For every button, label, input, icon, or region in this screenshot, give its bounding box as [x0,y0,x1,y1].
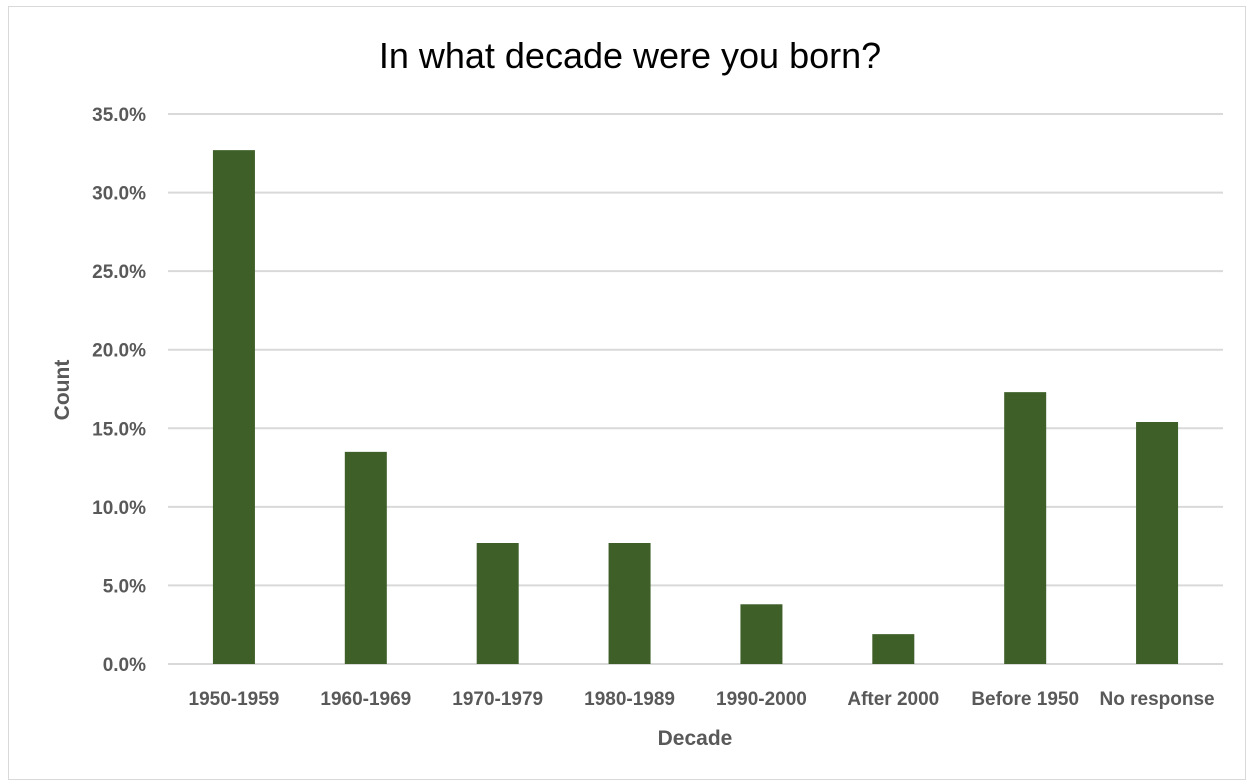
x-tick-label: 1970-1979 [452,689,543,710]
y-tick-label: 35.0% [92,105,146,126]
bar [476,543,519,664]
bar [608,543,651,664]
y-tick-label: 5.0% [103,576,146,597]
x-tick-label: 1980-1989 [584,689,675,710]
y-axis-ticks: 0.0% 5.0% 10.0% 15.0% 20.0% 25.0% 30.0% 35.0% [92,105,146,676]
bars [212,150,1179,665]
chart-title: In what decade were you born? [379,35,881,76]
y-tick-label: 25.0% [92,262,146,283]
y-tick-label: 0.0% [103,655,146,676]
bar [872,634,915,664]
gridlines [168,113,1223,665]
bar [344,451,387,664]
y-tick-label: 30.0% [92,184,146,205]
bar [1004,392,1047,664]
x-axis-title: Decade [658,727,733,750]
x-tick-label: 1990-2000 [716,689,807,710]
y-tick-label: 15.0% [92,419,146,440]
y-axis-title: Count [51,360,74,421]
x-tick-label: 1960-1969 [320,689,411,710]
x-tick-label: No response [1100,689,1215,710]
x-axis-ticks: 1950-1959 1960-1969 1970-1979 1980-1989 1990… [189,689,1215,710]
bar [1136,422,1179,664]
bar [212,150,255,665]
y-tick-label: 10.0% [92,498,146,519]
x-tick-label: 1950-1959 [189,689,280,710]
y-tick-label: 20.0% [92,341,146,362]
x-tick-label: After 2000 [847,689,939,710]
x-tick-label: Before 1950 [971,689,1079,710]
bar [740,604,783,664]
